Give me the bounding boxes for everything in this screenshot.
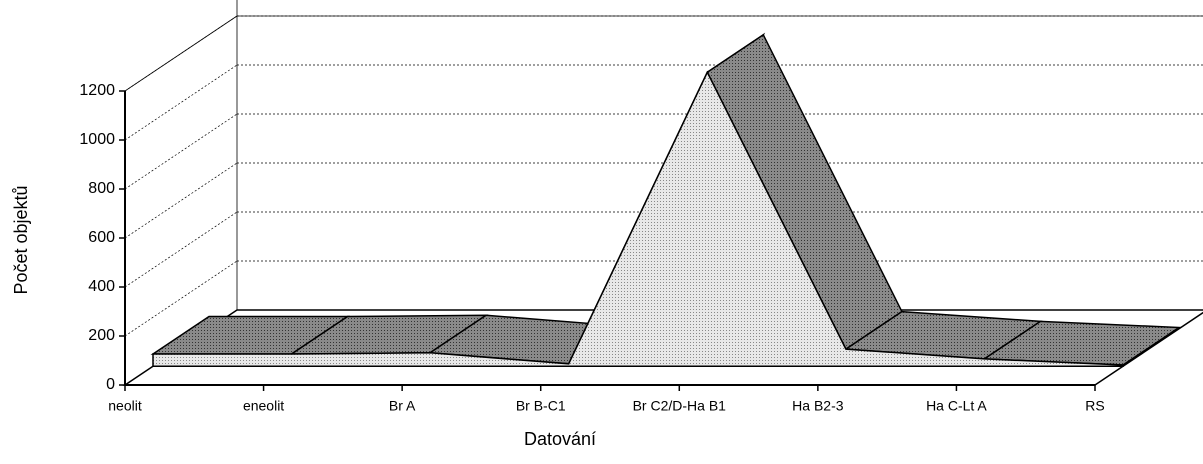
grid-line (124, 113, 238, 190)
y-tick-label: 1000 (79, 131, 115, 148)
y-tick-label: 200 (88, 327, 115, 344)
grid-line (124, 64, 238, 141)
y-tick-label: 0 (106, 376, 115, 393)
grid-line (124, 162, 238, 239)
y-axis-label: Počet objektů (11, 185, 31, 294)
grid-line (124, 260, 238, 337)
x-tick-label: Br B-C1 (516, 398, 566, 414)
y-tick-label: 400 (88, 278, 115, 295)
x-axis-label: Datování (524, 429, 596, 449)
x-tick-label: Br C2/D-Ha B1 (633, 398, 727, 414)
y-tick-label: 1200 (79, 82, 115, 99)
y-tick-label: 600 (88, 229, 115, 246)
y-tick-label: 800 (88, 180, 115, 197)
x-tick-label: eneolit (243, 398, 284, 414)
x-tick-label: neolit (108, 398, 142, 414)
x-tick-label: RS (1085, 398, 1104, 414)
area-front (152, 70, 1124, 368)
x-tick-label: Br A (389, 398, 416, 414)
grid-line (124, 15, 238, 92)
x-tick-label: Ha B2-3 (792, 398, 844, 414)
grid-line (124, 211, 238, 288)
x-tick-label: Ha C-Lt A (926, 398, 987, 414)
